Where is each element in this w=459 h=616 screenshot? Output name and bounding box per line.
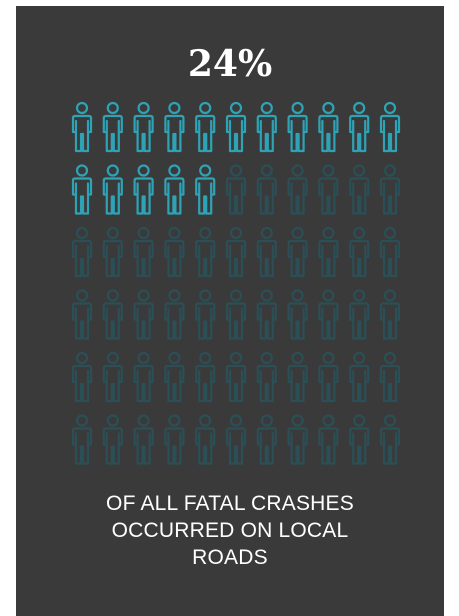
- person-icon-highlighted: [379, 101, 401, 153]
- person-icon-highlighted: [164, 101, 185, 153]
- person-icon-muted: [349, 351, 370, 403]
- person-icon-highlighted: [71, 164, 93, 215]
- person-icon-muted: [102, 414, 123, 465]
- person-icon-muted: [287, 226, 308, 278]
- caption-line-1: OF ALL FATAL CRASHES: [106, 492, 354, 515]
- person-icon-highlighted: [195, 164, 216, 215]
- person-icon-muted: [133, 414, 154, 465]
- person-icon-muted: [318, 351, 339, 403]
- person-icon-muted: [256, 164, 277, 215]
- person-icon-muted: [195, 226, 216, 278]
- caption-line-3: ROADS: [192, 546, 268, 569]
- person-icon-muted: [195, 351, 216, 403]
- person-icon-muted: [164, 226, 185, 278]
- person-icon-muted: [102, 289, 123, 340]
- person-icon-highlighted: [349, 101, 370, 153]
- person-icon-highlighted: [102, 101, 123, 153]
- person-icon-highlighted: [133, 164, 154, 215]
- infographic-card: 24% OF ALL FATAL CRASHES OCCURRED ON LOC…: [16, 6, 444, 616]
- person-icon-muted: [225, 164, 247, 215]
- person-icon-muted: [256, 414, 277, 465]
- person-icon-muted: [379, 414, 401, 465]
- person-icon-muted: [287, 351, 308, 403]
- person-icon-muted: [256, 226, 277, 278]
- person-icon-muted: [195, 414, 216, 465]
- person-icon-muted: [379, 226, 401, 278]
- person-icon-highlighted: [102, 164, 123, 215]
- person-icon-muted: [102, 351, 123, 403]
- person-icon-highlighted: [287, 101, 308, 153]
- person-icon-muted: [287, 164, 308, 215]
- person-icon-muted: [133, 289, 154, 340]
- caption-line-2: OCCURRED ON LOCAL: [111, 519, 349, 542]
- caption: OF ALL FATAL CRASHES OCCURRED ON LOCAL R…: [16, 490, 444, 571]
- person-icon-muted: [287, 289, 308, 340]
- person-icon-muted: [225, 226, 247, 278]
- person-icon-muted: [133, 226, 154, 278]
- person-icon-highlighted: [71, 101, 93, 153]
- person-icon-muted: [225, 351, 247, 403]
- person-icon-muted: [256, 351, 277, 403]
- person-icon-muted: [349, 289, 370, 340]
- person-icon-muted: [318, 164, 339, 215]
- person-icon-muted: [102, 226, 123, 278]
- person-icon-muted: [256, 289, 277, 340]
- person-icon-muted: [71, 226, 93, 278]
- person-icon-highlighted: [318, 101, 339, 153]
- person-icon-muted: [318, 289, 339, 340]
- percentage-value: 24%: [187, 43, 273, 85]
- person-icon-highlighted: [133, 101, 154, 153]
- person-icon-muted: [349, 226, 370, 278]
- person-icon-muted: [225, 414, 247, 465]
- person-icon-muted: [379, 351, 401, 403]
- person-icon-muted: [164, 289, 185, 340]
- person-icon-muted: [225, 289, 247, 340]
- person-icon-muted: [71, 414, 93, 465]
- person-icon-muted: [164, 414, 185, 465]
- pictogram-grid: [71, 101, 401, 465]
- person-icon-muted: [379, 164, 401, 215]
- person-icon-highlighted: [195, 101, 216, 153]
- person-icon-muted: [349, 414, 370, 465]
- person-icon-muted: [318, 226, 339, 278]
- person-icon-muted: [195, 289, 216, 340]
- person-icon-muted: [133, 351, 154, 403]
- person-icon-muted: [287, 414, 308, 465]
- person-icon-highlighted: [256, 101, 277, 153]
- person-icon-muted: [318, 414, 339, 465]
- person-icon-muted: [379, 289, 401, 340]
- person-icon-muted: [349, 164, 370, 215]
- person-icon-muted: [71, 289, 93, 340]
- person-icon-muted: [71, 351, 93, 403]
- person-icon-highlighted: [164, 164, 185, 215]
- person-icon-muted: [164, 351, 185, 403]
- person-icon-highlighted: [225, 101, 247, 153]
